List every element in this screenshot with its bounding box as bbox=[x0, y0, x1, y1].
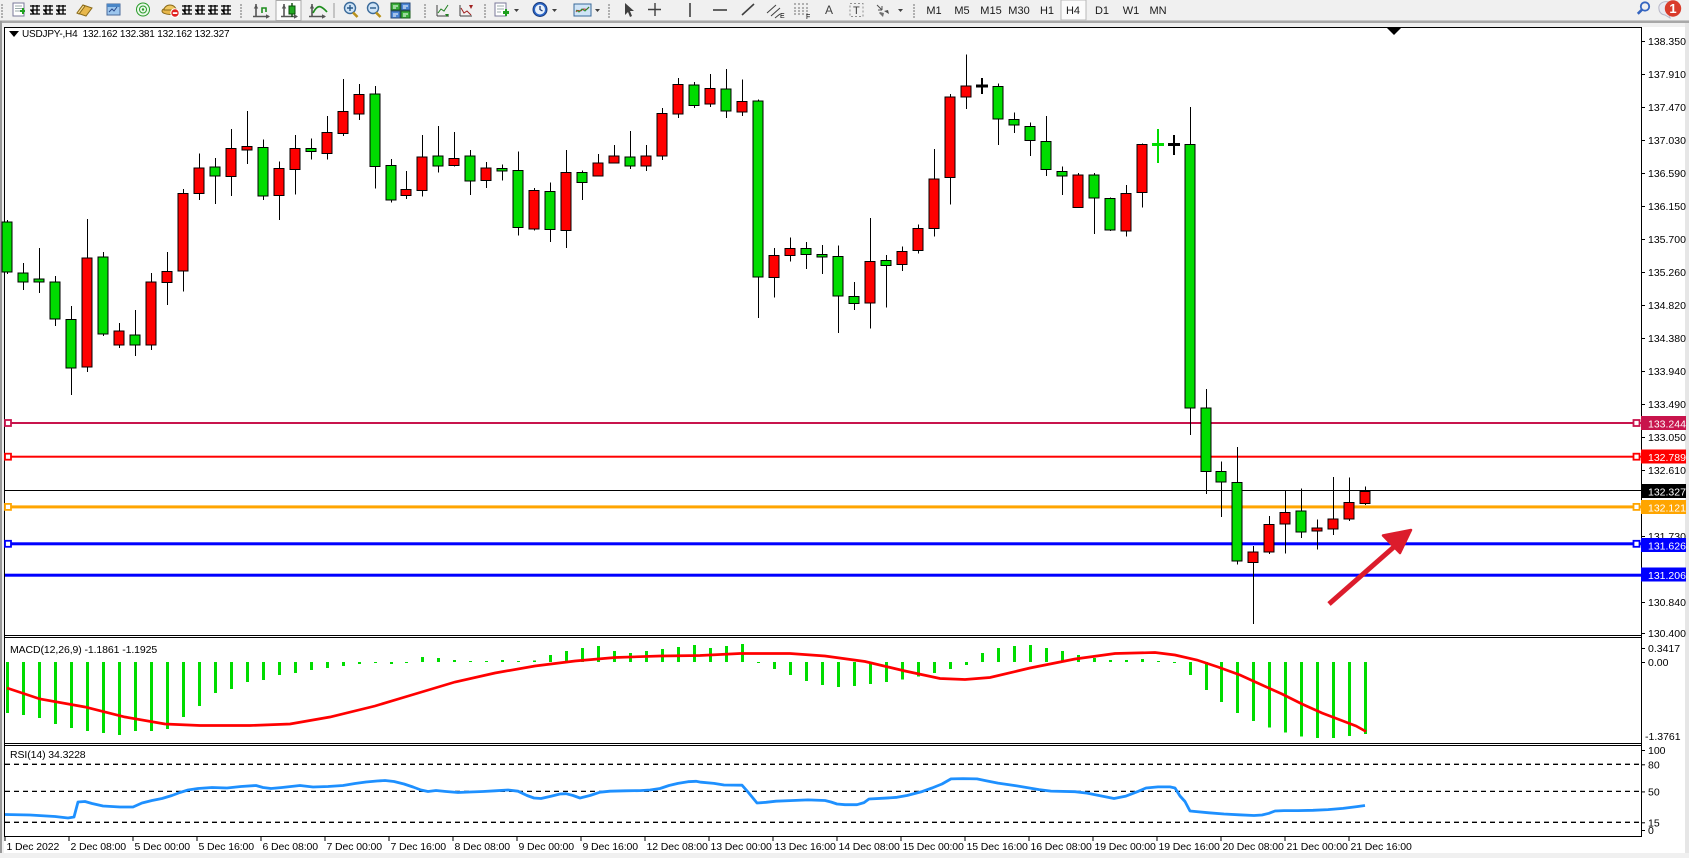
svg-text:0.3417: 0.3417 bbox=[1648, 643, 1680, 655]
svg-text:137.470: 137.470 bbox=[1648, 102, 1686, 114]
svg-text:136.150: 136.150 bbox=[1648, 201, 1686, 213]
svg-text:MACD(12,26,9) -1.1861 -1.1925: MACD(12,26,9) -1.1861 -1.1925 bbox=[10, 644, 157, 656]
svg-text:M1: M1 bbox=[926, 5, 941, 17]
svg-text:1 Dec 2022: 1 Dec 2022 bbox=[7, 841, 60, 853]
svg-text:100: 100 bbox=[1648, 745, 1666, 757]
svg-text:8 Dec 08:00: 8 Dec 08:00 bbox=[455, 841, 511, 853]
svg-text:21 Dec 00:00: 21 Dec 00:00 bbox=[1287, 841, 1349, 853]
svg-text:H1: H1 bbox=[1040, 5, 1054, 17]
svg-text:131.626: 131.626 bbox=[1648, 541, 1686, 553]
svg-text:133.050: 133.050 bbox=[1648, 432, 1686, 444]
svg-text:H4: H4 bbox=[1066, 5, 1080, 17]
svg-text:19 Dec 16:00: 19 Dec 16:00 bbox=[1159, 841, 1221, 853]
svg-text:134.820: 134.820 bbox=[1648, 300, 1686, 312]
svg-text:16 Dec 08:00: 16 Dec 08:00 bbox=[1031, 841, 1093, 853]
svg-text:130.840: 130.840 bbox=[1648, 597, 1686, 609]
svg-text:137.910: 137.910 bbox=[1648, 69, 1686, 81]
svg-text:132.789: 132.789 bbox=[1648, 452, 1686, 464]
svg-text:19 Dec 00:00: 19 Dec 00:00 bbox=[1095, 841, 1157, 853]
svg-text:7 Dec 16:00: 7 Dec 16:00 bbox=[391, 841, 447, 853]
svg-text:80: 80 bbox=[1648, 759, 1660, 771]
svg-text:138.350: 138.350 bbox=[1648, 36, 1686, 48]
svg-text:MN: MN bbox=[1149, 5, 1166, 17]
svg-text:136.590: 136.590 bbox=[1648, 168, 1686, 180]
svg-text:134.380: 134.380 bbox=[1648, 333, 1686, 345]
svg-text:15 Dec 00:00: 15 Dec 00:00 bbox=[903, 841, 965, 853]
svg-text:15 Dec 16:00: 15 Dec 16:00 bbox=[967, 841, 1029, 853]
svg-text:RSI(14) 34.3228: RSI(14) 34.3228 bbox=[10, 749, 86, 761]
svg-text:132.121: 132.121 bbox=[1648, 503, 1686, 515]
svg-text:D1: D1 bbox=[1095, 5, 1109, 17]
svg-text:13 Dec 00:00: 13 Dec 00:00 bbox=[711, 841, 773, 853]
svg-text:12 Dec 08:00: 12 Dec 08:00 bbox=[647, 841, 709, 853]
svg-text:50: 50 bbox=[1648, 786, 1660, 798]
svg-text:131.206: 131.206 bbox=[1648, 570, 1686, 582]
svg-text:M5: M5 bbox=[954, 5, 969, 17]
svg-text:137.030: 137.030 bbox=[1648, 135, 1686, 147]
svg-text:20 Dec 08:00: 20 Dec 08:00 bbox=[1223, 841, 1285, 853]
svg-text:M30: M30 bbox=[1008, 5, 1029, 17]
svg-text:132.610: 132.610 bbox=[1648, 465, 1686, 477]
svg-text:7 Dec 00:00: 7 Dec 00:00 bbox=[327, 841, 383, 853]
svg-text:135.700: 135.700 bbox=[1648, 234, 1686, 246]
svg-text:130.400: 130.400 bbox=[1648, 628, 1686, 640]
svg-text:133.490: 133.490 bbox=[1648, 399, 1686, 411]
svg-text:9 Dec 00:00: 9 Dec 00:00 bbox=[519, 841, 575, 853]
svg-text:W1: W1 bbox=[1123, 5, 1140, 17]
svg-text:135.260: 135.260 bbox=[1648, 267, 1686, 279]
svg-text:5 Dec 00:00: 5 Dec 00:00 bbox=[135, 841, 191, 853]
svg-text:14 Dec 08:00: 14 Dec 08:00 bbox=[839, 841, 901, 853]
svg-text:0.00: 0.00 bbox=[1648, 657, 1669, 669]
svg-text:6 Dec 08:00: 6 Dec 08:00 bbox=[263, 841, 319, 853]
svg-text:133.244: 133.244 bbox=[1648, 419, 1686, 431]
svg-text:15: 15 bbox=[1648, 817, 1660, 829]
svg-text:A: A bbox=[825, 3, 833, 17]
svg-text:USDJPY-,H4 132.162 132.381 13: USDJPY-,H4 132.162 132.381 132.162 132.3… bbox=[22, 29, 230, 40]
svg-text:9 Dec 16:00: 9 Dec 16:00 bbox=[583, 841, 639, 853]
svg-text:5 Dec 16:00: 5 Dec 16:00 bbox=[199, 841, 255, 853]
svg-text:133.940: 133.940 bbox=[1648, 366, 1686, 378]
svg-text:132.327: 132.327 bbox=[1648, 487, 1686, 499]
svg-text:F: F bbox=[806, 14, 810, 21]
svg-text:2 Dec 08:00: 2 Dec 08:00 bbox=[71, 841, 127, 853]
svg-text:13 Dec 16:00: 13 Dec 16:00 bbox=[775, 841, 837, 853]
svg-text:-1.3761: -1.3761 bbox=[1645, 731, 1681, 743]
svg-text:21 Dec 16:00: 21 Dec 16:00 bbox=[1351, 841, 1413, 853]
svg-text:M15: M15 bbox=[980, 5, 1001, 17]
svg-text:T: T bbox=[853, 5, 860, 17]
svg-text:1: 1 bbox=[1669, 1, 1676, 16]
svg-text:E: E bbox=[780, 13, 785, 20]
svg-text:0: 0 bbox=[1648, 825, 1654, 837]
